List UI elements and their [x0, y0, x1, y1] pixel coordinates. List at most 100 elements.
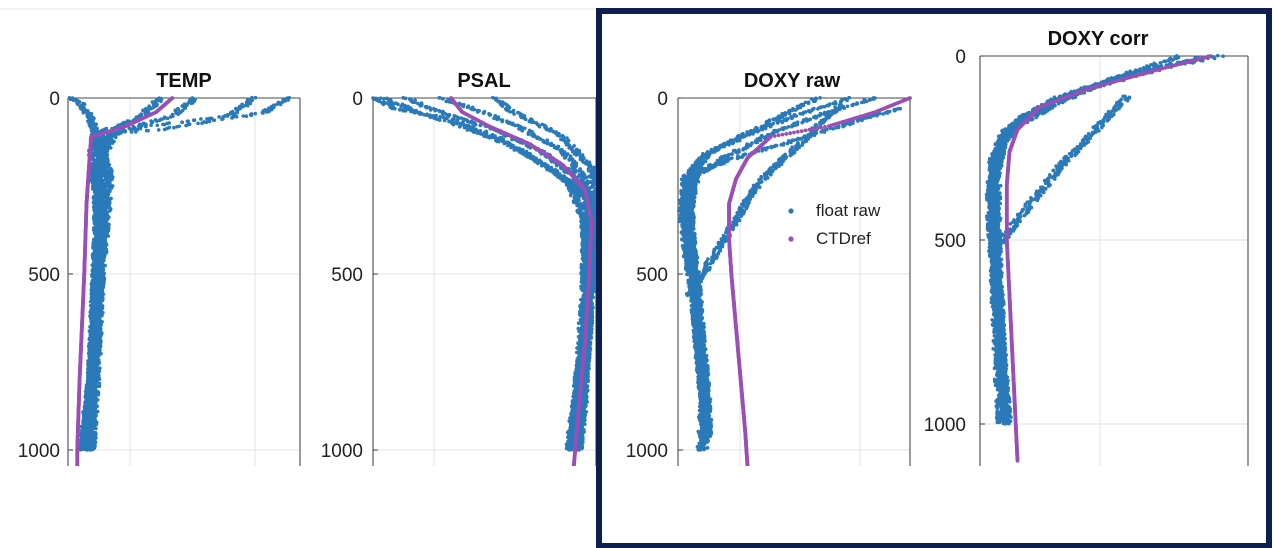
float-point [275, 102, 279, 107]
y-tick-label: 0 [352, 89, 363, 110]
float-point [93, 321, 98, 325]
float-point [149, 123, 153, 127]
float-point [88, 125, 93, 130]
float-point [554, 163, 559, 168]
float-point [205, 117, 209, 121]
float-point [228, 112, 233, 116]
float-point [99, 160, 104, 164]
ctdref-point [76, 465, 79, 466]
float-point [91, 387, 96, 391]
y-tick-label: 500 [331, 265, 363, 286]
float-point [89, 288, 94, 293]
float-point [155, 123, 160, 128]
float-point [95, 176, 100, 181]
float-point [225, 114, 230, 118]
float-point [428, 108, 433, 112]
float-point [413, 100, 417, 104]
float-point [93, 151, 98, 155]
float-point [184, 123, 188, 128]
float-point [382, 96, 386, 101]
float-point [451, 122, 456, 127]
float-point [110, 141, 115, 145]
float-point [478, 132, 483, 136]
float-point [129, 130, 134, 134]
float-point [79, 447, 84, 452]
float-point [241, 114, 245, 118]
float-point [94, 185, 98, 189]
float-point [102, 157, 106, 162]
float-point [401, 96, 406, 100]
float-point [200, 121, 204, 125]
float-point [97, 384, 102, 389]
float-point [403, 105, 407, 110]
float-point [199, 117, 203, 121]
float-point [207, 119, 212, 124]
float-point [68, 97, 73, 102]
float-point [81, 110, 86, 115]
float-point [253, 111, 258, 116]
float-point [102, 252, 107, 256]
float-point [267, 109, 271, 114]
float-point [106, 234, 110, 238]
float-point [100, 152, 104, 157]
float-point [103, 206, 107, 211]
float-point [438, 109, 442, 114]
float-point [91, 200, 96, 205]
float-point [104, 195, 108, 200]
float-point [99, 146, 104, 151]
float-point [144, 124, 148, 129]
float-point [98, 348, 102, 352]
float-point [100, 319, 104, 324]
float-point [83, 407, 87, 412]
float-point [94, 335, 99, 339]
float-point [95, 169, 99, 174]
float-point [85, 447, 90, 452]
data-area [67, 95, 292, 466]
float-point [250, 98, 255, 103]
float-point [191, 118, 196, 122]
float-point [393, 101, 397, 106]
float-point [100, 135, 104, 139]
float-point [183, 106, 187, 111]
float-point [230, 116, 234, 120]
float-point [162, 127, 167, 132]
panel-title: TEMP [156, 70, 212, 92]
float-point [390, 100, 394, 105]
float-point [100, 313, 104, 318]
float-point [452, 114, 457, 118]
float-point [244, 114, 249, 118]
float-point [150, 120, 155, 124]
float-point [180, 120, 184, 124]
float-point [186, 119, 190, 124]
float-point [204, 120, 209, 125]
float-point [71, 98, 76, 103]
float-point [86, 444, 91, 449]
float-point [396, 102, 400, 107]
float-profile [79, 96, 164, 452]
float-point [83, 389, 88, 394]
float-point [92, 197, 97, 202]
float-point [90, 269, 95, 273]
float-point [278, 102, 283, 107]
float-point [245, 103, 250, 108]
float-point [162, 122, 167, 127]
float-point [399, 104, 403, 109]
float-point [94, 164, 99, 168]
float-point [578, 189, 583, 194]
float-point [92, 208, 97, 213]
ctdref-point [75, 464, 79, 466]
float-point [424, 105, 429, 110]
y-tick-label: 500 [28, 265, 60, 286]
float-point [212, 118, 217, 122]
float-point [76, 102, 80, 107]
float-point [88, 325, 92, 329]
float-point [217, 115, 221, 119]
float-point [559, 166, 564, 171]
float-point [102, 277, 107, 282]
float-point [86, 359, 90, 363]
float-point [92, 377, 97, 381]
